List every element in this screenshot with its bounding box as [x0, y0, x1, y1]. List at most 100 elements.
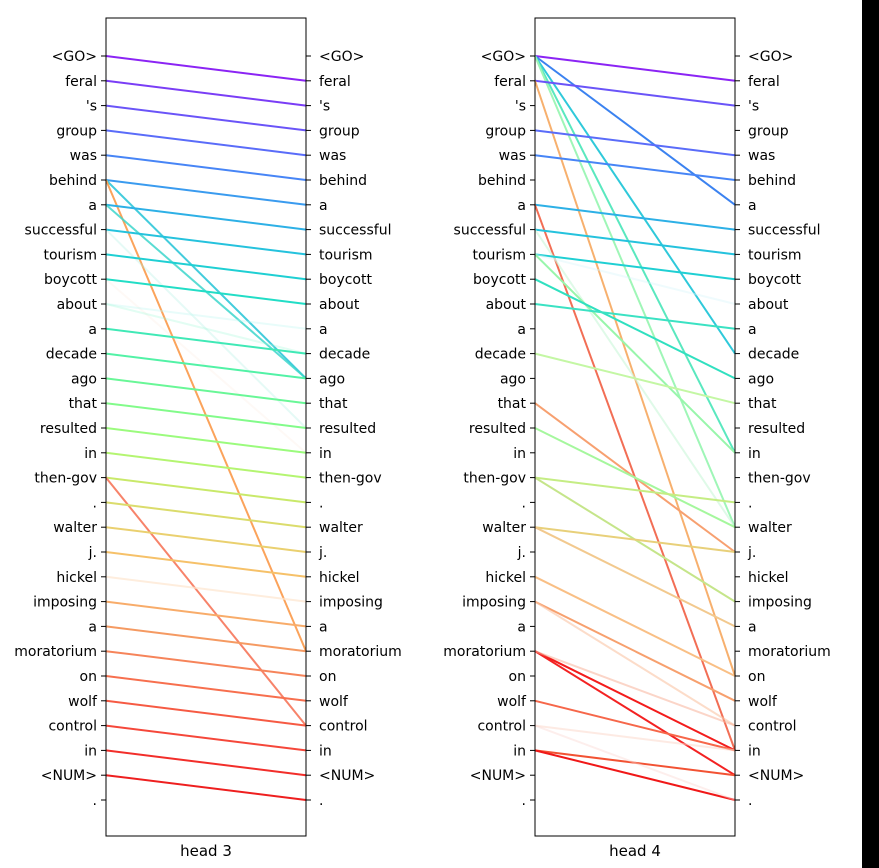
attention-link [105, 625, 307, 653]
source-token-label: boycott [473, 272, 526, 288]
source-token-label: boycott [44, 272, 97, 288]
source-token-label: was [70, 148, 97, 164]
source-token-label: feral [65, 74, 97, 90]
source-token-label: a [88, 619, 97, 635]
target-token-label: successful [319, 223, 391, 239]
source-token-label: group [56, 123, 97, 139]
source-token-label: <GO> [481, 49, 526, 65]
target-token-label: control [319, 719, 368, 735]
source-token-label: walter [482, 520, 526, 536]
target-token-label: feral [748, 74, 780, 90]
attention-link [105, 179, 307, 380]
panel-title: head 3 [180, 842, 232, 860]
source-token-label: that [498, 396, 527, 412]
source-token-label: moratorium [443, 644, 526, 660]
panel-title: head 4 [609, 842, 661, 860]
attention-link [105, 526, 307, 553]
target-token-label: decade [748, 347, 799, 363]
source-token-label: that [69, 396, 98, 412]
target-token-label: behind [319, 173, 367, 189]
target-token-label: <NUM> [319, 768, 375, 784]
attention-link [534, 55, 736, 528]
target-token-label: behind [748, 173, 796, 189]
attention-link [105, 278, 307, 305]
source-token-label: imposing [33, 595, 97, 611]
target-token-label: wolf [748, 694, 778, 710]
source-token-label: resulted [469, 421, 526, 437]
source-token-label: in [84, 446, 97, 462]
attention-link [534, 55, 736, 355]
source-token-label: <NUM> [41, 768, 97, 784]
attention-link [105, 154, 307, 181]
attention-link [534, 79, 736, 107]
source-token-label: on [80, 669, 97, 685]
target-token-label: . [319, 495, 323, 511]
target-token-label: resulted [319, 421, 376, 437]
source-token-label: <GO> [52, 49, 97, 65]
attention-link [534, 650, 736, 727]
attention-link [105, 724, 307, 752]
target-token-label: a [319, 198, 328, 214]
target-token-label: hickel [748, 570, 789, 586]
source-token-label: successful [454, 223, 526, 239]
source-token-label: control [477, 719, 526, 735]
target-token-label: then-gov [748, 471, 811, 487]
source-token-label: <NUM> [470, 768, 526, 784]
attention-link [534, 278, 736, 380]
attention-link [105, 774, 307, 801]
attention-link [105, 303, 307, 330]
source-token-label: decade [46, 347, 97, 363]
target-token-label: walter [319, 520, 363, 536]
attention-link [534, 253, 736, 454]
target-token-label: ago [748, 371, 774, 387]
attention-link [105, 451, 307, 479]
source-token-label: in [513, 446, 526, 462]
panel-frame [534, 17, 736, 837]
target-token-label: walter [748, 520, 792, 536]
source-token-label: a [517, 198, 526, 214]
attention-link [105, 699, 307, 727]
source-token-label: successful [25, 223, 97, 239]
source-token-label: walter [53, 520, 97, 536]
attention-link [105, 79, 307, 107]
target-token-label: imposing [319, 595, 383, 611]
source-token-label: in [84, 743, 97, 759]
attention-link [105, 575, 307, 603]
target-token-label: then-gov [319, 471, 382, 487]
source-token-label: hickel [485, 570, 526, 586]
attention-link [534, 724, 736, 752]
source-token-label: 's [86, 99, 97, 115]
source-token-label: . [522, 495, 526, 511]
attention-link [105, 476, 307, 727]
attention-link [534, 724, 736, 801]
attention-link [105, 253, 307, 281]
attention-link [534, 650, 736, 777]
attention-link [105, 104, 307, 132]
source-token-label: a [517, 619, 526, 635]
source-token-label: tourism [43, 247, 97, 263]
target-token-label: moratorium [319, 644, 402, 660]
source-token-label: tourism [472, 247, 526, 263]
target-token-label: that [319, 396, 348, 412]
target-token-label: about [748, 297, 789, 313]
attention-link [534, 575, 736, 677]
source-token-label: behind [478, 173, 526, 189]
target-token-label: . [748, 793, 752, 809]
target-token-label: decade [319, 347, 370, 363]
target-token-label: . [319, 793, 323, 809]
target-token-label: control [748, 719, 797, 735]
source-token-label: on [509, 669, 526, 685]
attention-link [534, 203, 736, 231]
target-token-label: a [319, 322, 328, 338]
target-token-label: hickel [319, 570, 360, 586]
target-token-label: <GO> [748, 49, 793, 65]
target-token-label: j. [747, 545, 756, 561]
attention-link [105, 501, 307, 529]
attention-link [534, 55, 736, 206]
attention-link [534, 55, 736, 82]
attention-link [534, 352, 736, 405]
source-token-label: hickel [56, 570, 97, 586]
attention-link [105, 675, 307, 702]
attention-link [534, 55, 736, 454]
source-token-label: decade [475, 347, 526, 363]
